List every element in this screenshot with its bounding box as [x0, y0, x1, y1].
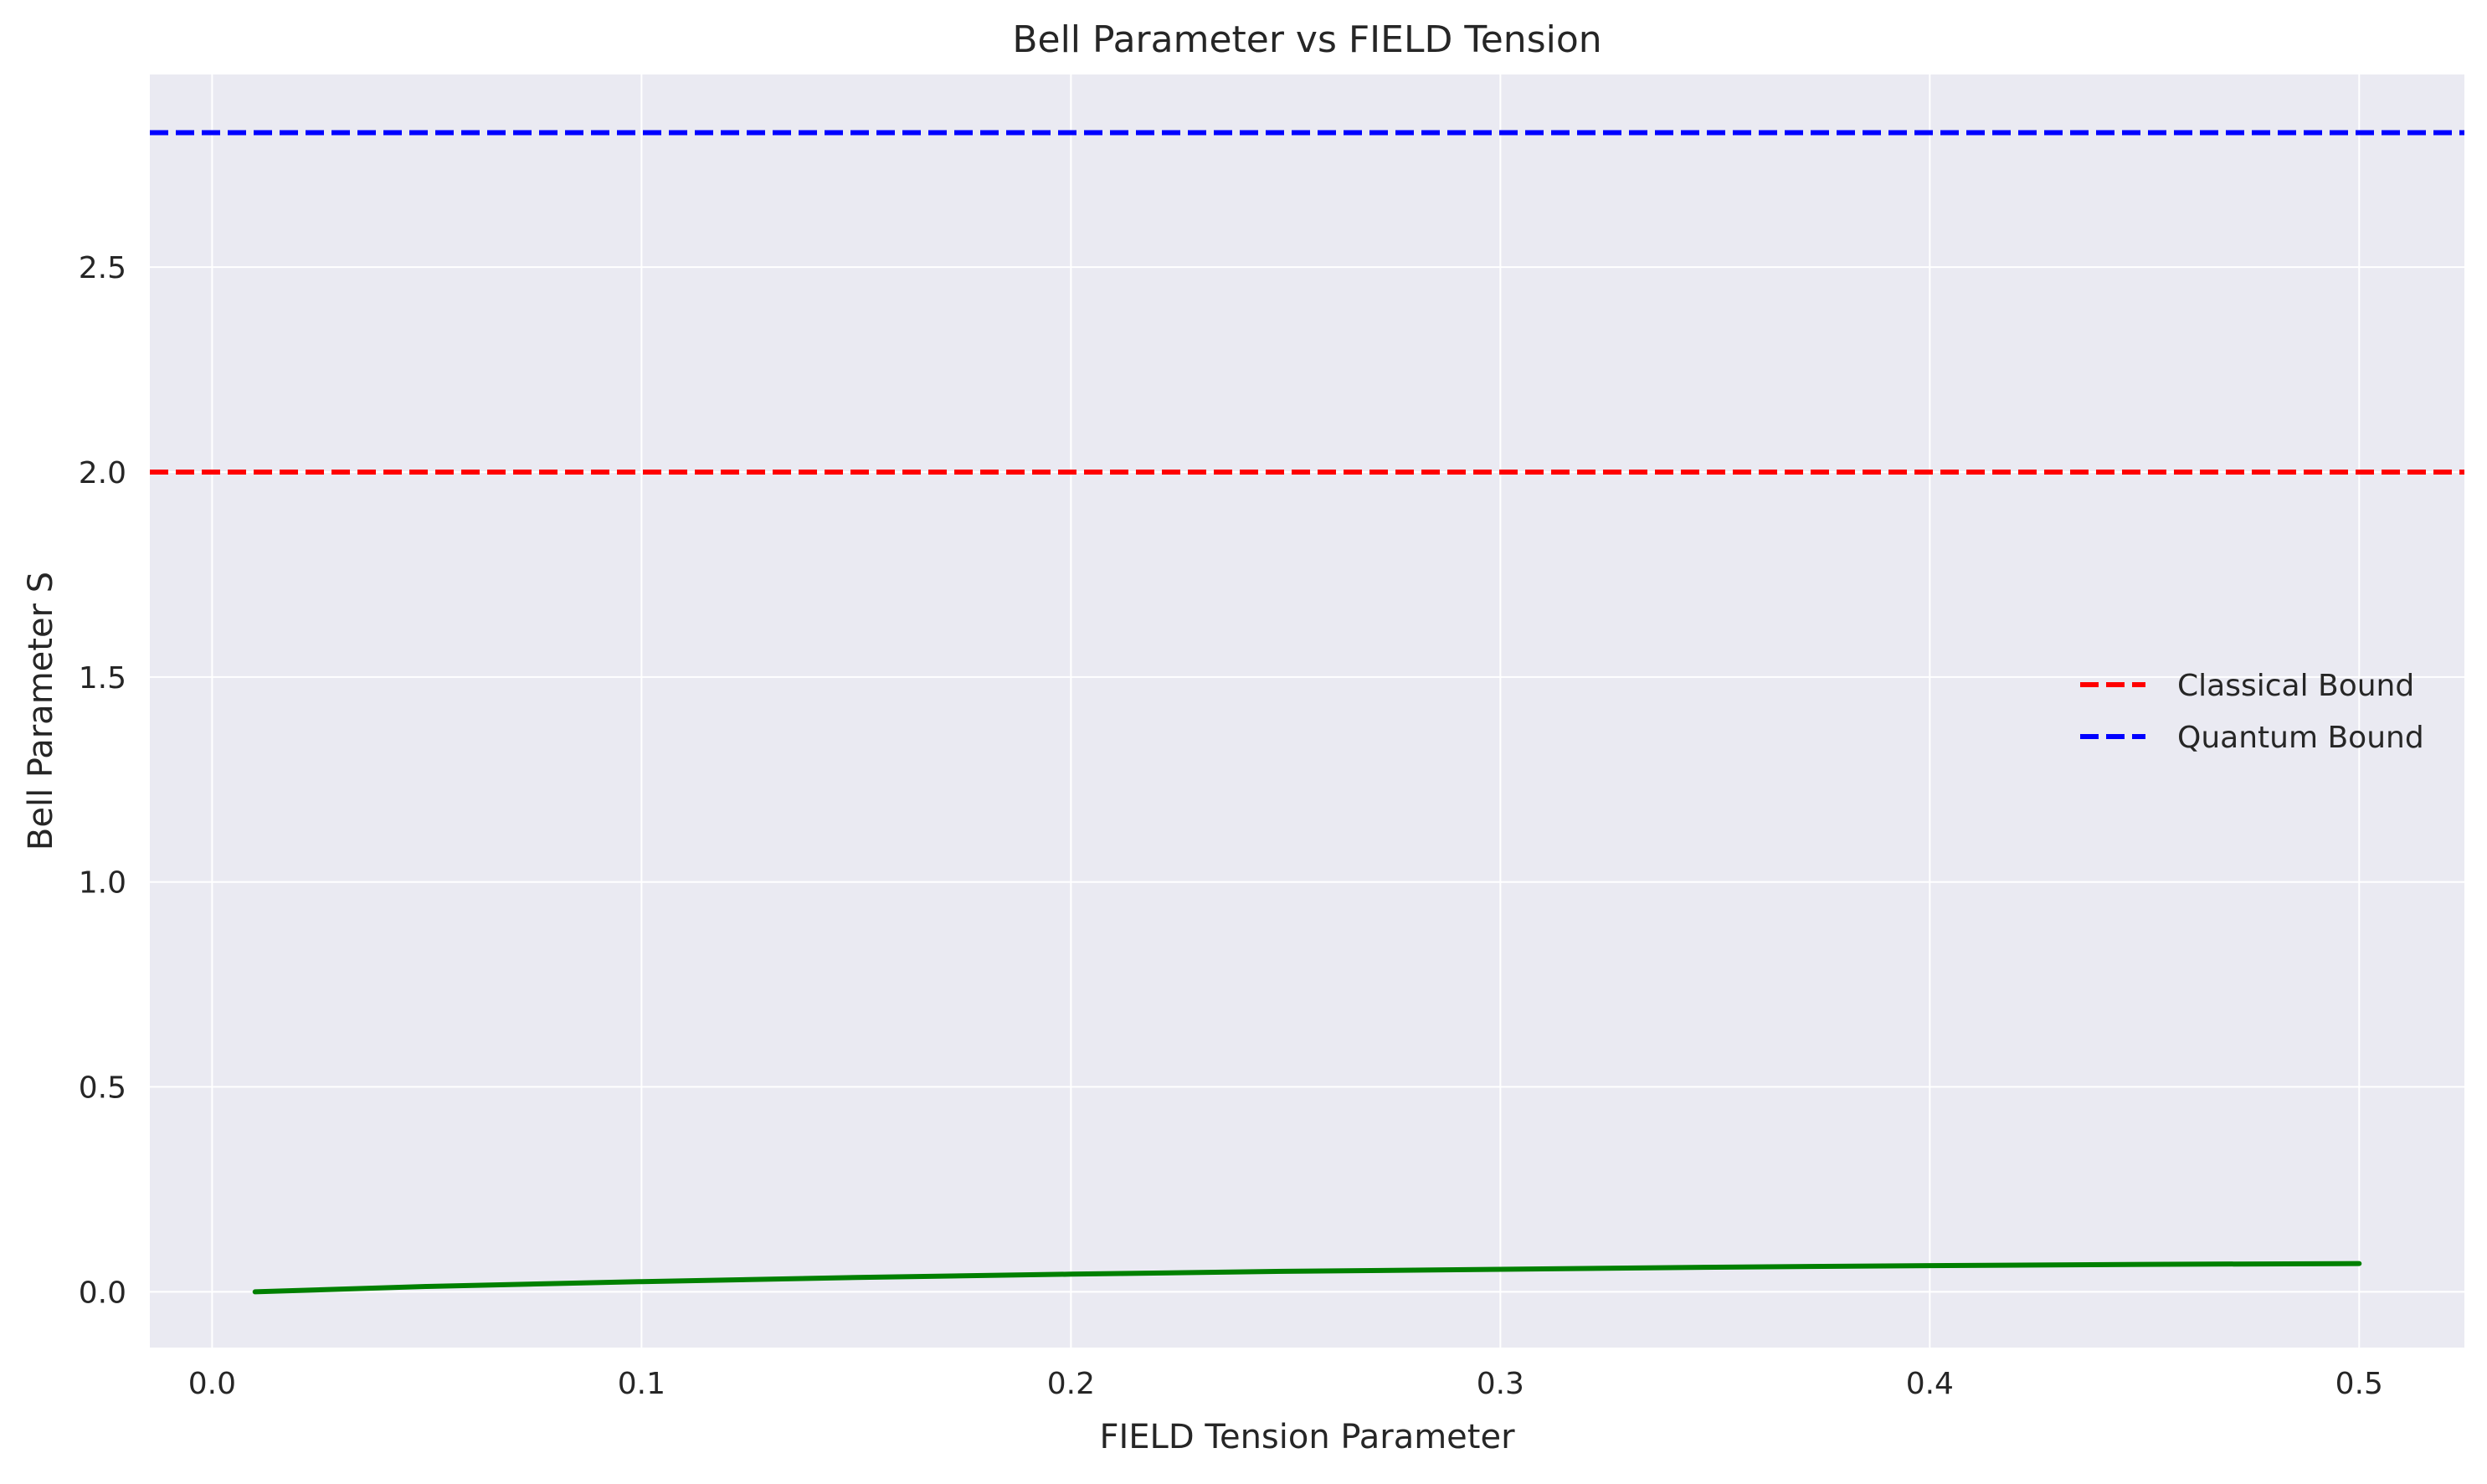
x-tick-label: 0.5	[2335, 1367, 2383, 1401]
legend-label: Quantum Bound	[2177, 721, 2424, 755]
x-tick-label: 0.1	[618, 1367, 665, 1401]
y-tick-label: 1.0	[79, 866, 126, 901]
x-axis-label: FIELD Tension Parameter	[1099, 1418, 1515, 1456]
y-tick-label: 0.0	[79, 1276, 126, 1310]
legend-label: Classical Bound	[2177, 669, 2414, 703]
plot-area	[150, 74, 2464, 1348]
x-tick-label: 0.4	[1906, 1367, 1954, 1401]
y-tick-label: 2.5	[79, 251, 126, 285]
chart-title: Bell Parameter vs FIELD Tension	[1012, 18, 1601, 61]
y-tick-label: 2.0	[79, 456, 126, 490]
x-tick-label: 0.3	[1477, 1367, 1524, 1401]
y-tick-label: 0.5	[79, 1071, 126, 1106]
x-tick-label: 0.0	[188, 1367, 236, 1401]
x-tick-label: 0.2	[1047, 1367, 1095, 1401]
y-tick-label: 1.5	[79, 661, 126, 696]
y-axis-label: Bell Parameter S	[22, 572, 60, 850]
